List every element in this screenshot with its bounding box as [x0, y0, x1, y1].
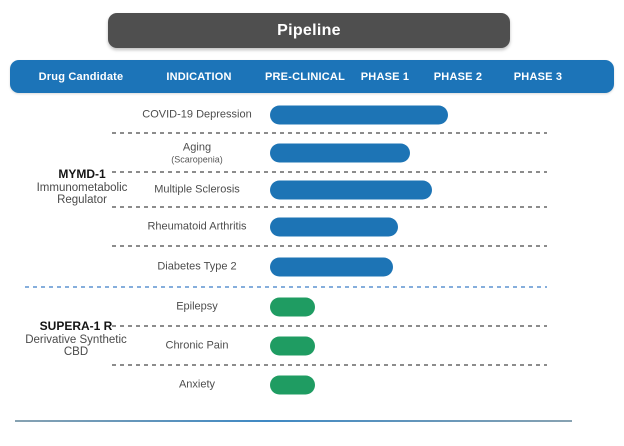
- pipeline-row: Epilepsy: [0, 287, 624, 326]
- phase-bar: [270, 375, 315, 395]
- pipeline-row: Chronic Pain: [0, 326, 624, 365]
- column-phase-2: PHASE 2: [433, 70, 483, 83]
- row-separator: [112, 171, 547, 173]
- indication-label: COVID-19 Depression: [142, 108, 252, 121]
- bottom-rule: [15, 420, 572, 422]
- pipeline-row: Diabetes Type 2: [0, 246, 624, 287]
- row-separator: [112, 206, 547, 208]
- row-separator: [112, 325, 547, 327]
- drug-description: Derivative Synthetic CBD: [25, 333, 127, 359]
- row-separator: [112, 132, 547, 134]
- column-pre-clinical: PRE-CLINICAL: [264, 70, 346, 83]
- row-separator: [112, 245, 547, 247]
- phase-bar: [270, 336, 315, 355]
- pipeline-row: Multiple Sclerosis: [0, 172, 624, 207]
- column-header-bar: Drug Candidate INDICATION PRE-CLINICAL P…: [10, 60, 614, 93]
- column-phase-1: PHASE 1: [360, 70, 410, 83]
- phase-bar: [270, 217, 398, 236]
- drug-name: SUPERA-1 R: [39, 319, 113, 333]
- indication-label: Diabetes Type 2: [157, 260, 237, 272]
- drug-group-mymd1: MYMD-1 Immunometabolic Regulator: [18, 168, 146, 207]
- drug-group-supera1r: SUPERA-1 R Derivative Synthetic CBD: [12, 320, 140, 359]
- drug-description: Immunometabolic Regulator: [36, 181, 128, 207]
- indication-label: Anxiety: [178, 378, 216, 391]
- pipeline-row: COVID-19 Depression: [0, 97, 624, 133]
- pipeline-row: Anxiety: [0, 365, 624, 405]
- indication-label: Multiple Sclerosis: [154, 183, 240, 195]
- row-separator: [112, 364, 547, 366]
- indication-label: Aging (Scaropenia): [171, 141, 223, 164]
- pipeline-row: Rheumatoid Arthritis: [0, 207, 624, 246]
- pipeline-title: Pipeline: [277, 21, 341, 39]
- pipeline-row: Aging (Scaropenia): [0, 133, 624, 172]
- indication-label: Epilepsy: [176, 300, 218, 312]
- phase-bar: [270, 257, 393, 276]
- indication-label: Rheumatoid Arthritis: [147, 220, 247, 232]
- phase-bar: [270, 297, 315, 316]
- drug-name: MYMD-1: [58, 167, 106, 181]
- column-phase-3: PHASE 3: [513, 70, 563, 83]
- column-indication: INDICATION: [166, 70, 232, 83]
- phase-bar: [270, 143, 410, 162]
- column-drug-candidate: Drug Candidate: [38, 70, 124, 83]
- pipeline-title-box: Pipeline: [108, 13, 510, 48]
- phase-bar: [270, 105, 448, 125]
- group-separator: [25, 286, 547, 288]
- phase-bar: [270, 180, 432, 199]
- indication-label: Chronic Pain: [165, 339, 229, 351]
